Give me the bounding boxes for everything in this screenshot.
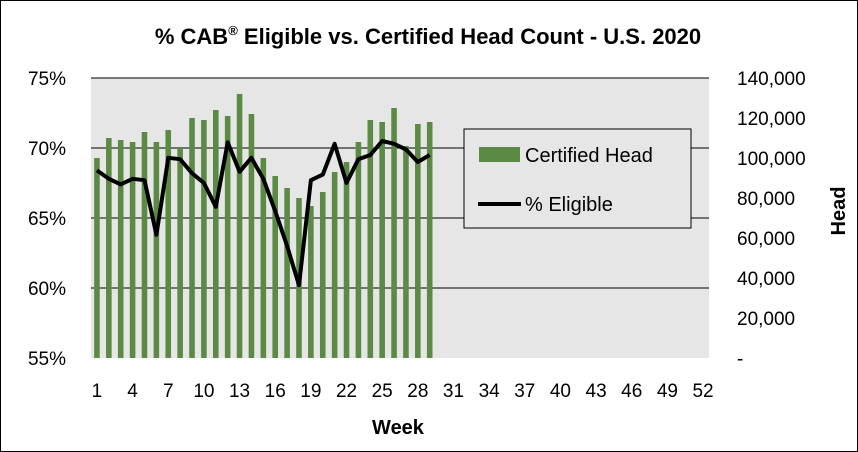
bar-certified-head: [129, 142, 136, 358]
legend-swatch-certified-head: [479, 147, 520, 162]
bar-certified-head: [141, 132, 148, 358]
bar-certified-head: [415, 124, 421, 358]
x-tick-label: 7: [163, 381, 174, 402]
right-axis: - 20,000 40,000 60,000 80,000 100,000 120,000 1…: [737, 69, 806, 370]
bar-certified-head: [153, 142, 160, 358]
legend-label-certified-head: Certified Head: [525, 145, 653, 167]
x-tick-label: 52: [692, 381, 713, 402]
legend-label-eligible: % Eligible: [525, 194, 613, 216]
right-tick-label: 80,000: [737, 189, 795, 210]
right-tick-label: 120,000: [737, 109, 806, 130]
x-tick-label: 10: [193, 381, 214, 402]
legend-box: [463, 128, 692, 229]
x-tick-label: 25: [372, 381, 393, 402]
x-tick-label: 43: [586, 381, 607, 402]
bar-certified-head: [248, 114, 255, 358]
x-tick-label: 31: [443, 381, 464, 402]
left-tick-label: 75%: [28, 69, 66, 90]
left-tick-label: 55%: [28, 349, 66, 370]
left-tick-label: 60%: [28, 279, 66, 300]
x-tick-label: 19: [300, 381, 321, 402]
bar-certified-head: [391, 108, 397, 358]
bar-certified-head: [319, 192, 326, 358]
bar-certified-head: [212, 110, 219, 358]
bar-certified-head: [343, 162, 350, 358]
bar-certified-head: [403, 146, 409, 358]
left-tick-label: 65%: [28, 209, 66, 230]
left-axis: 55% 60% 65% 70% 75%: [28, 69, 66, 370]
x-tick-label: 49: [657, 381, 678, 402]
x-tick-label: 34: [479, 381, 501, 402]
bar-certified-head: [284, 188, 290, 358]
x-tick-label: 46: [621, 381, 642, 402]
right-tick-label: 20,000: [737, 309, 795, 330]
bar-certified-head: [177, 148, 183, 358]
bar-certified-head: [426, 122, 433, 358]
bar-certified-head: [165, 130, 172, 358]
x-tick-label: 40: [550, 381, 571, 402]
bar-certified-head: [367, 120, 374, 358]
x-tick-label: 1: [92, 381, 103, 402]
right-axis-label: Head: [828, 187, 850, 236]
bar-certified-head: [260, 158, 267, 358]
bar-certified-head: [355, 142, 362, 358]
right-tick-label: 40,000: [737, 269, 795, 290]
bar-certified-head: [224, 116, 231, 358]
bar-certified-head: [272, 176, 279, 358]
bar-certified-head: [94, 158, 100, 358]
right-tick-label: 140,000: [737, 69, 806, 90]
bar-certified-head: [117, 140, 124, 358]
chart-title: % CAB® Eligible vs. Certified Head Count…: [155, 23, 701, 49]
x-tick-label: 22: [336, 381, 357, 402]
x-tick-label: 16: [265, 381, 286, 402]
right-tick-label: 60,000: [737, 229, 795, 250]
certified-head-bars: [94, 94, 433, 358]
bar-certified-head: [379, 122, 385, 358]
bar-certified-head: [308, 206, 314, 358]
x-tick-label: 4: [127, 381, 138, 402]
eligible-line: [95, 139, 431, 288]
legend: Certified Head % Eligible: [463, 128, 692, 229]
bar-certified-head: [189, 118, 195, 358]
right-tick-label: 100,000: [737, 149, 806, 170]
x-tick-label: 13: [229, 381, 250, 402]
x-tick-label: 37: [514, 381, 535, 402]
right-tick-label: -: [737, 349, 743, 370]
line-eligible: [95, 139, 431, 288]
bar-certified-head: [201, 120, 207, 358]
x-tick-label: 28: [407, 381, 428, 402]
x-axis: 1 4 7 10 13 16 19 22 25 28 31 34 37 40 43 46 49 52: [92, 381, 714, 402]
bar-certified-head: [106, 138, 112, 358]
bar-certified-head: [236, 94, 243, 358]
bar-certified-head: [331, 172, 338, 358]
left-tick-label: 70%: [28, 139, 66, 160]
x-axis-label: Week: [372, 417, 425, 439]
